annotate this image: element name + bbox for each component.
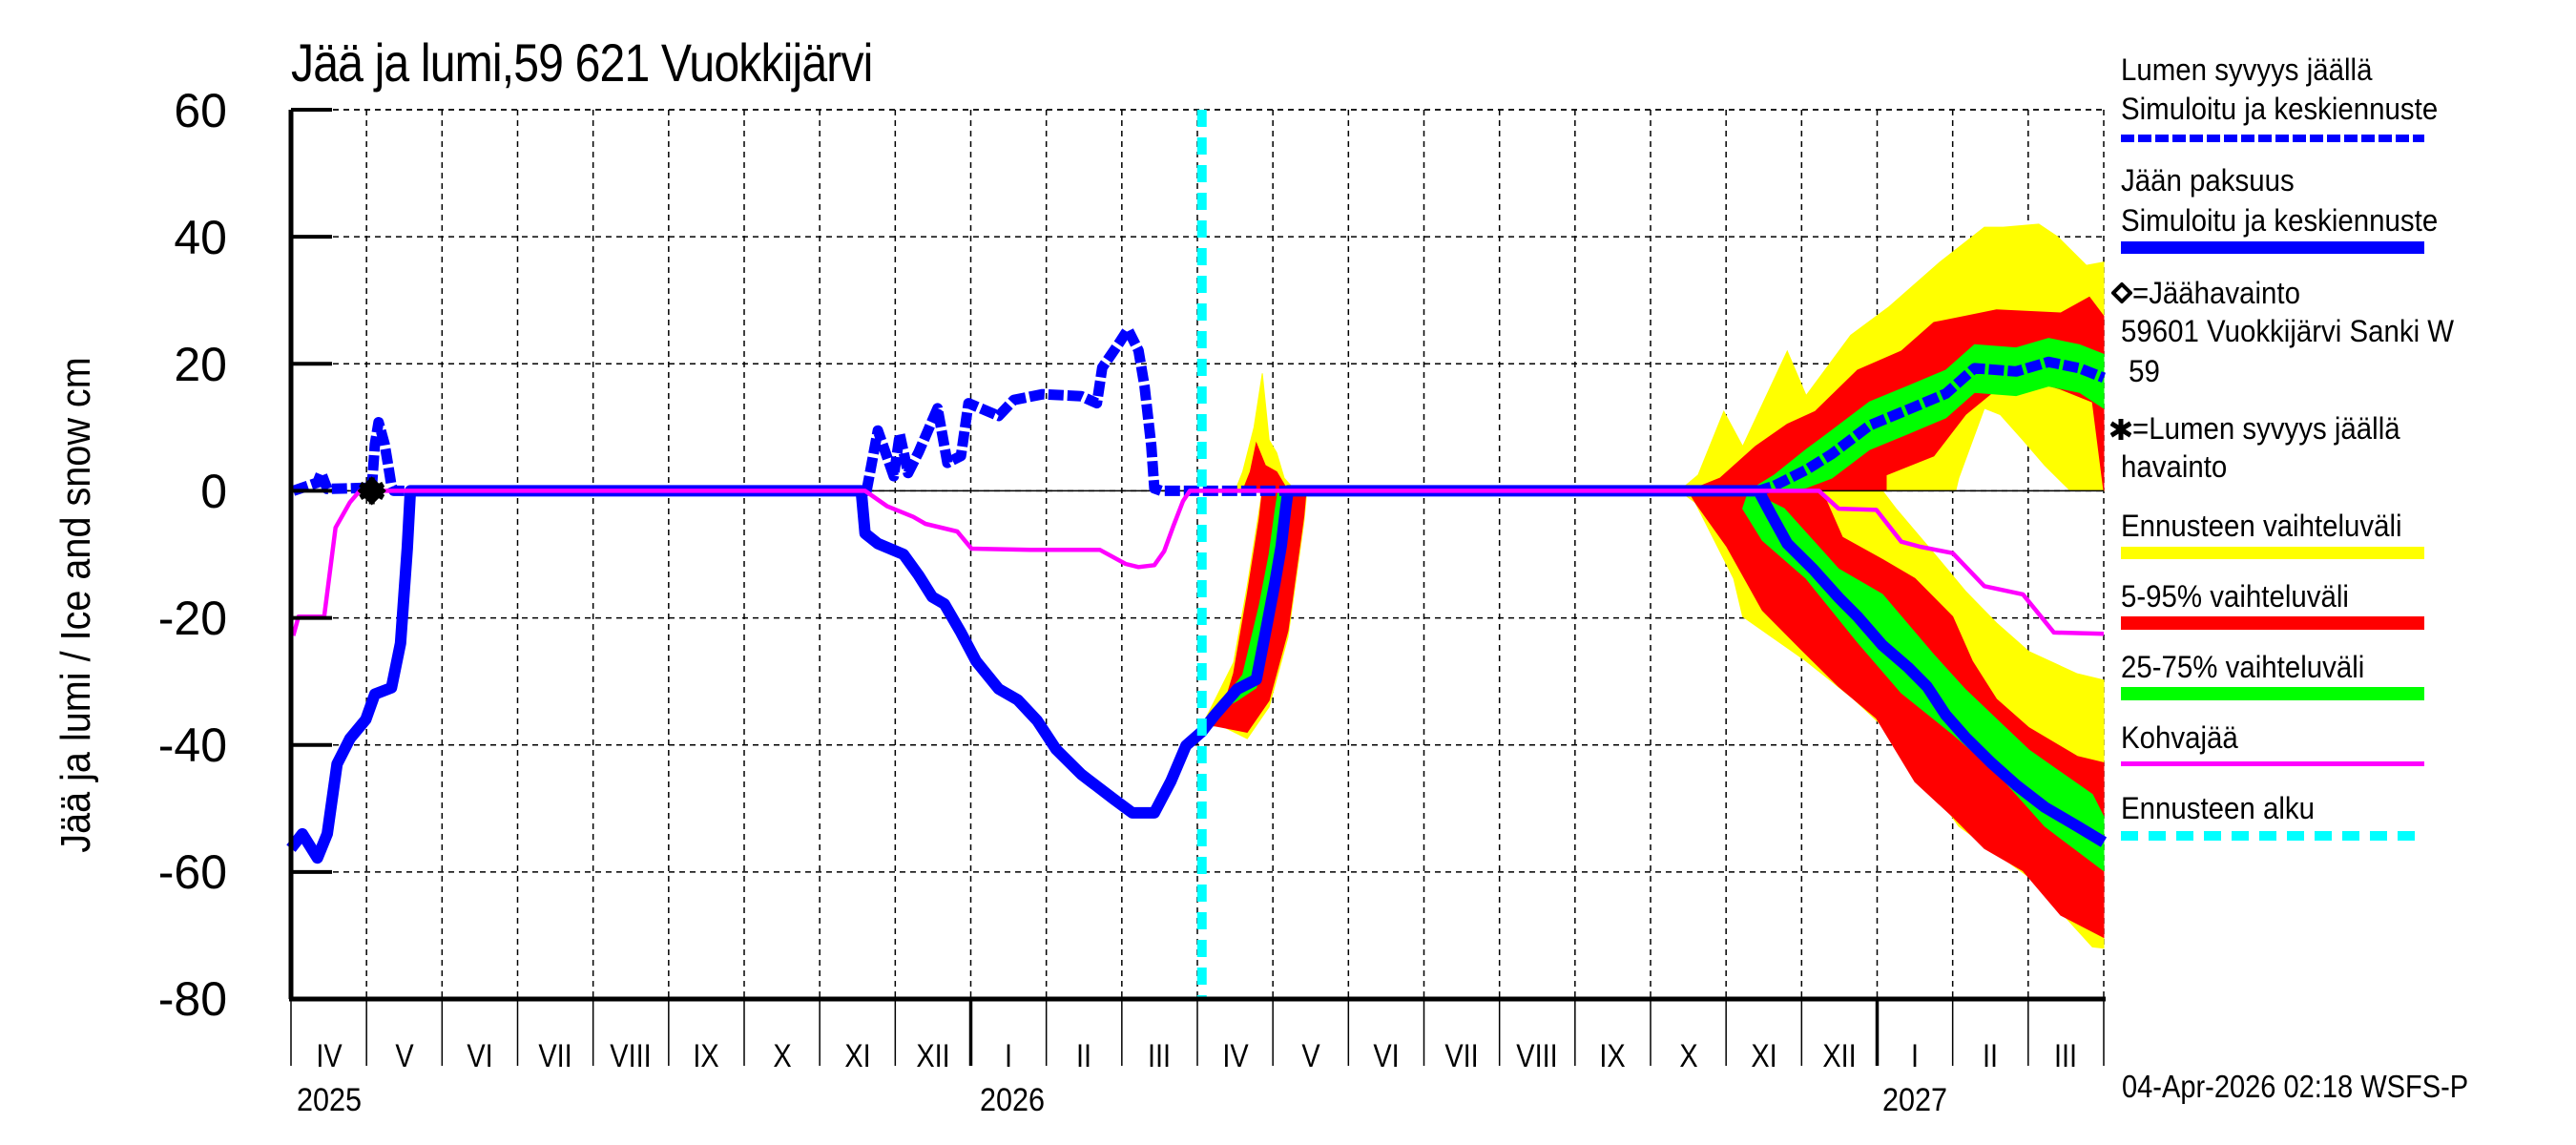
- y-tick-label: 40: [174, 211, 227, 264]
- legend-ice-obs-station: 59601 Vuokkijärvi Sanki W: [2121, 314, 2455, 348]
- month-label: V: [1301, 1038, 1320, 1074]
- month-label: VII: [538, 1038, 572, 1074]
- y-tick-label: -80: [157, 972, 227, 1026]
- month-label: X: [1678, 1038, 1698, 1074]
- legend-range-all-swatch: [2121, 547, 2424, 559]
- diamond-icon: [2111, 282, 2132, 303]
- month-label: XII: [916, 1038, 950, 1074]
- year-label-2025: 2025: [297, 1082, 363, 1118]
- month-label: I: [1005, 1038, 1013, 1074]
- month-label: II: [1076, 1038, 1092, 1074]
- month-label: IX: [1599, 1038, 1627, 1074]
- y-tick-label: -20: [157, 592, 227, 645]
- observation-markers: [357, 476, 386, 506]
- legend-forecast-start: Ennusteen alku: [2121, 791, 2315, 825]
- month-label: VI: [467, 1038, 493, 1074]
- legend-ice-swatch: [2121, 241, 2424, 254]
- asterisk-icon: [2110, 419, 2131, 440]
- axes: [288, 108, 2106, 1066]
- month-label: V: [395, 1038, 414, 1074]
- year-label-2027: 2027: [1882, 1082, 1948, 1118]
- timestamp: 04-Apr-2026 02:18 WSFS-P: [2122, 1069, 2469, 1104]
- legend-range-5-95: 5-95% vaihteluväli: [2121, 579, 2349, 614]
- month-label: XI: [844, 1038, 871, 1074]
- month-label: VI: [1373, 1038, 1400, 1074]
- legend-snow-obs: =Lumen syvyys jäällä: [2132, 411, 2400, 446]
- month-label: VIII: [610, 1038, 652, 1074]
- month-label: III: [2054, 1038, 2078, 1074]
- y-tick-label: -60: [157, 845, 227, 899]
- month-label: VII: [1444, 1038, 1479, 1074]
- month-label: X: [772, 1038, 792, 1074]
- month-label: IX: [693, 1038, 720, 1074]
- legend-range-25-75: 25-75% vaihteluväli: [2121, 650, 2365, 684]
- legend-snow-swatch: [2121, 135, 2424, 142]
- month-label: II: [1983, 1038, 1999, 1074]
- legend-ice-sub: Simuloitu ja keskiennuste: [2121, 203, 2439, 238]
- month-label: III: [1148, 1038, 1172, 1074]
- legend-range-all: Ennusteen vaihteluväli: [2121, 509, 2402, 543]
- month-label: IV: [315, 1038, 343, 1074]
- month-label: I: [1911, 1038, 1920, 1074]
- y-tick-label: 0: [200, 465, 227, 518]
- legend-ice-obs-station-num: 59: [2121, 354, 2160, 388]
- y-tick-label: 60: [174, 84, 227, 137]
- month-label: XI: [1751, 1038, 1777, 1074]
- y-tick-label: -40: [157, 718, 227, 772]
- y-tick-label: 20: [174, 338, 227, 391]
- legend-snow-obs-sub: havainto: [2121, 449, 2228, 484]
- month-label: VIII: [1516, 1038, 1558, 1074]
- legend-range-5-95-swatch: [2121, 616, 2424, 630]
- legend-ice-title: Jään paksuus: [2121, 163, 2295, 198]
- legend-ice-obs: =Jäähavainto: [2132, 276, 2300, 310]
- legend-slush: Kohvajää: [2121, 720, 2238, 755]
- legend-range-25-75-swatch: [2121, 687, 2424, 700]
- legend-slush-swatch: [2121, 761, 2424, 766]
- legend-snow-sub: Simuloitu ja keskiennuste: [2121, 92, 2439, 126]
- month-label: IV: [1221, 1038, 1249, 1074]
- year-label-2026: 2026: [980, 1082, 1046, 1118]
- legend-snow-title: Lumen syvyys jäällä: [2121, 52, 2373, 87]
- forecast-bands: [1200, 223, 2105, 949]
- legend-forecast-start-swatch: [2121, 831, 2424, 841]
- chart-title: Jää ja lumi,59 621 Vuokkijärvi: [291, 32, 873, 93]
- month-label: XII: [1822, 1038, 1857, 1074]
